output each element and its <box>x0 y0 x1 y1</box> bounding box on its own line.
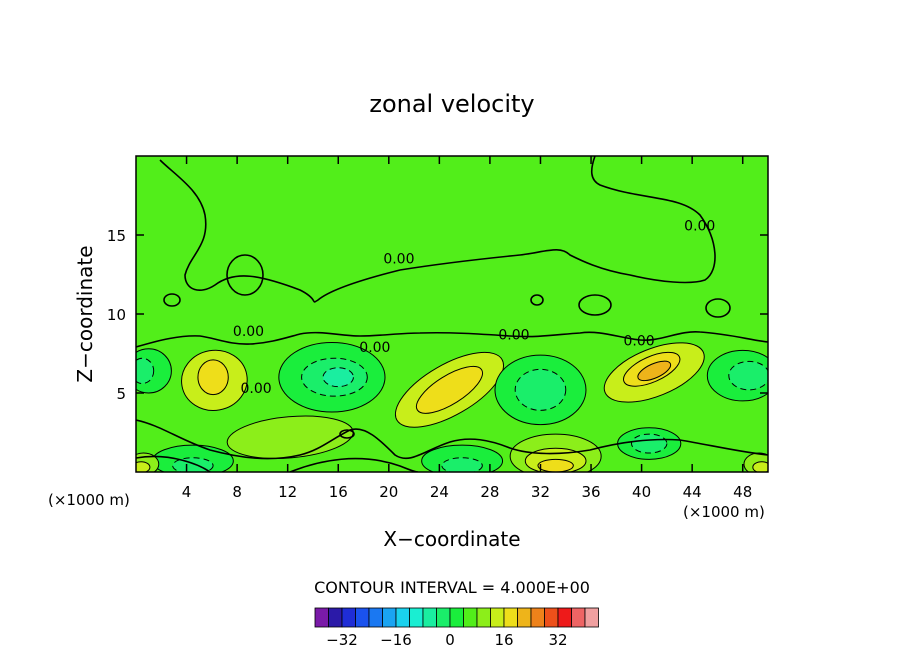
x-tick-label: 28 <box>480 483 499 501</box>
colorbar-swatch <box>503 607 518 628</box>
colorbar-swatch <box>422 607 437 628</box>
x-tick-label: 40 <box>632 483 651 501</box>
y-tick-label: 15 <box>107 227 126 245</box>
contour-lines <box>136 156 768 472</box>
colorbar-tick-label: −16 <box>380 631 412 649</box>
contour-region <box>136 357 155 385</box>
colorbar-swatch <box>490 607 505 628</box>
colorbar-swatch <box>409 607 424 628</box>
colorbar-swatch <box>355 607 370 628</box>
contour-interval-text: CONTOUR INTERVAL = 4.000E+00 <box>314 578 590 597</box>
x-tick-label: 4 <box>182 483 192 501</box>
colorbar-tick-label: 0 <box>445 631 455 649</box>
x-tick-label: 32 <box>531 483 550 501</box>
zero-contour-top <box>159 156 716 303</box>
contour-labels: 0.00 0.00 0.00 0.00 0.00 0.00 0.00 <box>233 218 715 397</box>
colorbar-swatch <box>557 607 572 628</box>
zero-contour-island <box>163 293 181 307</box>
contour-label: 0.00 <box>240 381 271 397</box>
contour-region <box>136 461 151 472</box>
plot-background <box>136 156 768 472</box>
x-tick-label: 48 <box>733 483 752 501</box>
colorbar-swatch <box>544 607 559 628</box>
contour-label: 0.00 <box>233 324 264 340</box>
colorbar-swatch <box>436 607 451 628</box>
y-tick-label: 10 <box>107 306 126 324</box>
contour-region <box>322 367 354 388</box>
x-tick-label: 16 <box>329 483 348 501</box>
zero-contour-island <box>578 294 612 316</box>
contour-label: 0.00 <box>684 218 715 234</box>
x-tick-label: 44 <box>683 483 702 501</box>
colorbar-swatch <box>314 607 329 628</box>
x-unit-left: (×1000 m) <box>48 491 130 509</box>
x-tick-label: 12 <box>278 483 297 501</box>
contour-region <box>630 433 668 454</box>
zero-contour-island <box>339 429 355 439</box>
contour-region <box>415 365 484 414</box>
chart-title: zonal velocity <box>369 90 534 118</box>
colorbar-swatch <box>571 607 586 628</box>
contour-region <box>514 368 567 411</box>
zero-contour-bottom <box>289 457 419 472</box>
x-tick-label: 20 <box>379 483 398 501</box>
colorbar <box>314 607 599 628</box>
colorbar-swatch <box>476 607 491 628</box>
contour-label: 0.00 <box>623 334 654 350</box>
zero-contour-lower <box>136 419 768 460</box>
contour-region <box>197 359 229 396</box>
x-axis-ticks: 4 8 12 16 20 24 28 32 36 40 44 48 <box>182 156 752 501</box>
contour-label: 0.00 <box>383 251 414 267</box>
colorbar-swatch <box>341 607 356 628</box>
zero-contour-island <box>705 298 731 318</box>
x-tick-label: 36 <box>581 483 600 501</box>
colorbar-tick-label: 32 <box>548 631 567 649</box>
contour-label: 0.00 <box>498 327 529 343</box>
zero-contour-island <box>530 294 544 306</box>
colorbar-swatch <box>517 607 532 628</box>
contour-region <box>172 457 214 472</box>
x-unit-right: (×1000 m) <box>683 503 765 521</box>
contour-label: 0.00 <box>359 340 390 356</box>
colorbar-swatch <box>584 607 599 628</box>
zero-contour-island <box>226 254 264 296</box>
colorbar-labels: −32 −16 0 16 32 <box>326 631 567 649</box>
y-axis-ticks: 5 10 15 <box>107 227 768 403</box>
y-tick-label: 5 <box>116 385 126 403</box>
colorbar-swatch <box>530 607 545 628</box>
colorbar-swatch <box>449 607 464 628</box>
x-axis-label: X−coordinate <box>383 527 520 551</box>
colorbar-swatch <box>463 607 478 628</box>
colorbar-swatch <box>368 607 383 628</box>
zero-contour-bottom <box>136 455 211 472</box>
contour-region <box>752 461 768 472</box>
y-axis-label: Z−coordinate <box>73 245 97 382</box>
zero-contour-upper <box>136 331 768 348</box>
colorbar-tick-label: 16 <box>494 631 513 649</box>
contour-region <box>537 458 574 472</box>
colorbar-swatch <box>382 607 397 628</box>
colorbar-swatch <box>328 607 343 628</box>
colorbar-tick-label: −32 <box>326 631 358 649</box>
contour-region <box>637 360 672 382</box>
x-tick-label: 8 <box>232 483 242 501</box>
x-tick-label: 24 <box>430 483 449 501</box>
contour-region <box>441 457 483 472</box>
contour-region <box>728 360 768 391</box>
colorbar-swatch <box>395 607 410 628</box>
